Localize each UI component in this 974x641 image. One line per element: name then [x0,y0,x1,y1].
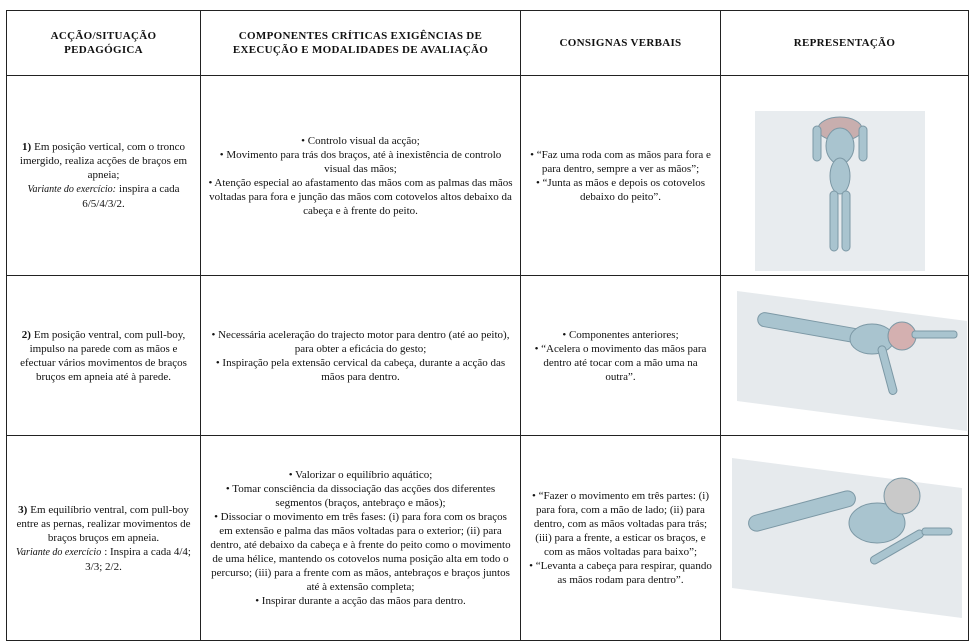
verbal-item: • Componentes anteriores; [562,328,679,341]
action-text: 2) Em posição ventral, com pull-boy, impu… [13,328,194,384]
variant-text: inspira a cada 6/5/4/3/2. [82,183,180,210]
verbal-item: • “Acelera o movimento das mãos para den… [534,342,707,383]
variant: Variante do exercício: inspira a cada 6/5… [13,182,194,211]
component-item: • Movimento para trás dos braços, até à … [219,148,502,175]
figure-cell [720,275,969,436]
row: 2) Em posição ventral, com pull-boy, impu… [6,275,969,436]
header-row: ACÇÃO/SITUAÇÃO PEDAGÓGICA COMPONENTES CRÍ… [6,10,969,76]
verbal-cell: • “Faz uma roda com as mãos para fora e … [520,75,721,276]
action-cell: 2) Em posição ventral, com pull-boy, impu… [6,275,201,436]
verbal-item: • “Faz uma roda com as mãos para fora e … [530,148,711,175]
component-item: • Controlo visual da acção; [301,134,420,147]
exercise-number: 2) [21,328,31,341]
figure [737,290,967,431]
action-cell: 1) Em posição vertical, com o tronco imer… [6,75,201,276]
header-cell: ACÇÃO/SITUAÇÃO PEDAGÓGICA [6,10,201,76]
variant-label: Variante do exercício [16,546,102,558]
exercise-text: Em posição ventral, com pull-boy, impuls… [20,328,187,383]
component-item: • Inspiração pela extensão cervical da c… [215,356,506,383]
figure-cell [720,75,969,276]
verbal-cell: • Componentes anteriores; • “Acelera o mo… [520,275,721,436]
component-item: • Valorizar o equilíbrio aquático; [288,469,433,481]
verbal-cell: • “Fazer o movimento em três partes: (i)… [520,435,721,641]
component-item: • Necessária aceleração do trajecto moto… [211,328,510,355]
component-item: • Atenção especial ao afastamento das mã… [208,176,513,217]
figure [732,458,962,618]
components-cell: • Controlo visual da acção; • Movimento p… [200,75,521,276]
variant-text: : Inspira a cada 4/4; 3/3; 2/2. [85,545,191,573]
action-text: 3) Em equilíbrio ventral, com pull-boy en… [13,503,194,545]
component-item: • Inspirar durante a acção das mãos para… [255,595,466,607]
row: 1) Em posição vertical, com o tronco imer… [6,75,969,276]
exercise-text: Em posição vertical, com o tronco imergi… [19,141,188,181]
action-cell: 3) Em equilíbrio ventral, com pull-boy en… [6,435,201,641]
exercise-text: Em equilíbrio ventral, com pull-boy entr… [16,503,191,544]
variant: Variante do exercício: Inspira a cada 4/… [13,545,194,574]
row: 3) Em equilíbrio ventral, com pull-boy en… [6,435,969,641]
figure-cell [720,435,969,641]
action-text: 1) Em posição vertical, com o tronco imer… [13,140,194,182]
components-cell: • Necessária aceleração do trajecto moto… [200,275,521,436]
header-cell: CONSIGNAS VERBAIS [520,10,721,76]
variant-label: Variante do exercício: [27,184,117,195]
header-cell: COMPONENTES CRÍTICAS EXIGÊNCIAS DE EXECU… [200,10,521,76]
verbal-item: • “Levanta a cabeça para respirar, quand… [529,560,712,586]
figure [754,110,925,271]
verbal-item: • “Junta as mãos e depois os cotovelos d… [535,176,706,203]
verbal-item: • “Fazer o movimento em três partes: (i)… [531,490,710,558]
table: ACÇÃO/SITUAÇÃO PEDAGÓGICA COMPONENTES CRÍ… [6,10,969,641]
component-item: • Dissociar o movimento em três fases: (… [210,511,511,593]
exercise-number: 3) [18,503,28,516]
components-cell: • Valorizar o equilíbrio aquático; • Toma… [200,435,521,641]
exercise-number: 1) [21,141,32,153]
header-cell: REPRESENTAÇÃO [720,10,969,76]
component-item: • Tomar consciência da dissociação das a… [225,483,496,509]
